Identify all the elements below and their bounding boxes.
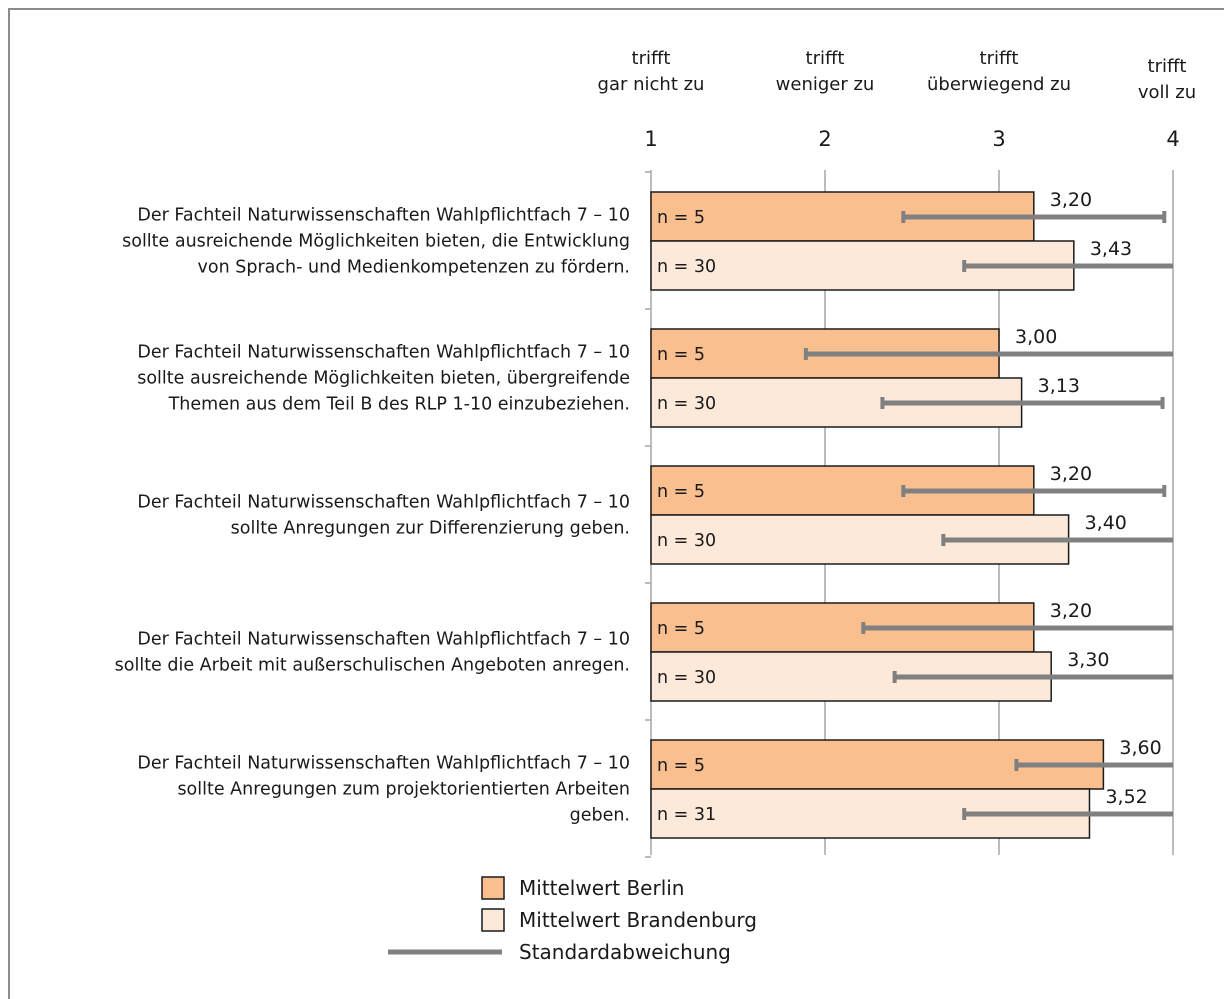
scale-label-1-line-1: trifft bbox=[632, 48, 671, 69]
n-label-berlin-1: n = 5 bbox=[657, 208, 705, 228]
legend-swatch-brandenburg bbox=[481, 908, 505, 932]
scale-label-3-line-1: trifft bbox=[980, 48, 1019, 69]
n-label-berlin-2: n = 5 bbox=[657, 345, 705, 365]
n-label-brandenburg-4: n = 30 bbox=[657, 668, 716, 688]
x-tick-label-2: 2 bbox=[818, 127, 831, 151]
row-label-2-line-1: Der Fachteil Naturwissenschaften Wahlpfl… bbox=[137, 343, 630, 363]
value-label-brandenburg-4: 3,30 bbox=[1067, 649, 1109, 671]
row-label-5-line-3: geben. bbox=[570, 806, 630, 826]
scale-label-2-line-1: trifft bbox=[806, 48, 845, 69]
value-label-berlin-2: 3,00 bbox=[1015, 326, 1057, 348]
x-tick-label-3: 3 bbox=[992, 127, 1005, 151]
scale-label-1-line-2: gar nicht zu bbox=[598, 74, 705, 95]
scale-label-4-line-1: trifft bbox=[1148, 56, 1187, 77]
row-label-4-line-2: sollte die Arbeit mit außerschulischen A… bbox=[115, 656, 630, 676]
value-label-berlin-3: 3,20 bbox=[1050, 463, 1092, 485]
value-label-berlin-1: 3,20 bbox=[1050, 189, 1092, 211]
value-label-berlin-4: 3,20 bbox=[1050, 600, 1092, 622]
n-label-brandenburg-3: n = 30 bbox=[657, 531, 716, 551]
row-label-1-line-3: von Sprach- und Medienkompetenzen zu för… bbox=[198, 258, 630, 278]
n-label-berlin-3: n = 5 bbox=[657, 482, 705, 502]
n-label-berlin-5: n = 5 bbox=[657, 756, 705, 776]
row-label-4-line-1: Der Fachteil Naturwissenschaften Wahlpfl… bbox=[137, 630, 630, 650]
row-label-2-line-3: Themen aus dem Teil B des RLP 1-10 einzu… bbox=[168, 395, 630, 415]
x-tick-label-4: 4 bbox=[1166, 127, 1179, 151]
n-label-berlin-4: n = 5 bbox=[657, 619, 705, 639]
legend-swatch-berlin bbox=[481, 876, 505, 900]
row-label-5-line-1: Der Fachteil Naturwissenschaften Wahlpfl… bbox=[137, 754, 630, 774]
row-label-1-line-2: sollte ausreichende Möglichkeiten bieten… bbox=[122, 232, 630, 252]
x-tick-label-1: 1 bbox=[644, 127, 657, 151]
legend-label-sd: Standardabweichung bbox=[519, 940, 731, 964]
row-label-5-line-2: sollte Anregungen zum projektorientierte… bbox=[177, 780, 630, 800]
scale-label-3-line-2: überwiegend zu bbox=[927, 74, 1071, 95]
row-label-1-line-1: Der Fachteil Naturwissenschaften Wahlpfl… bbox=[137, 206, 630, 226]
legend-label-brandenburg: Mittelwert Brandenburg bbox=[519, 908, 757, 932]
scale-label-4-line-2: voll zu bbox=[1138, 82, 1196, 103]
row-label-3-line-2: sollte Anregungen zur Differenzierung ge… bbox=[231, 519, 630, 539]
value-label-brandenburg-3: 3,40 bbox=[1085, 512, 1127, 534]
legend-label-berlin: Mittelwert Berlin bbox=[519, 876, 684, 900]
value-label-brandenburg-2: 3,13 bbox=[1038, 375, 1080, 397]
value-label-berlin-5: 3,60 bbox=[1119, 737, 1161, 759]
n-label-brandenburg-2: n = 30 bbox=[657, 394, 716, 414]
row-label-3-line-1: Der Fachteil Naturwissenschaften Wahlpfl… bbox=[137, 493, 630, 513]
n-label-brandenburg-5: n = 31 bbox=[657, 805, 716, 825]
row-label-2-line-2: sollte ausreichende Möglichkeiten bieten… bbox=[137, 369, 630, 389]
n-label-brandenburg-1: n = 30 bbox=[657, 257, 716, 277]
value-label-brandenburg-1: 3,43 bbox=[1090, 238, 1132, 260]
scale-label-2-line-2: weniger zu bbox=[776, 74, 875, 95]
value-label-brandenburg-5: 3,52 bbox=[1105, 786, 1147, 808]
